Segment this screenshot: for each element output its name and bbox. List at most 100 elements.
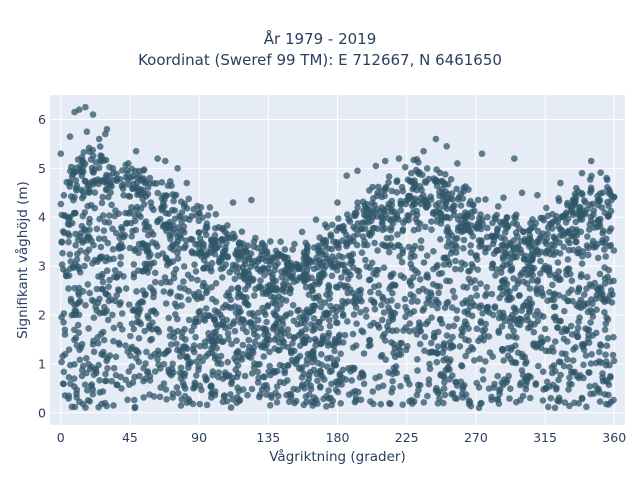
data-point xyxy=(131,167,139,175)
data-point xyxy=(395,351,403,358)
data-point xyxy=(71,361,78,368)
data-point xyxy=(326,295,333,302)
data-point xyxy=(181,229,188,236)
data-point xyxy=(452,257,459,265)
data-point xyxy=(566,363,573,371)
data-point xyxy=(453,185,460,193)
data-point xyxy=(311,325,318,333)
data-point xyxy=(556,250,564,257)
data-point xyxy=(592,359,600,367)
data-point xyxy=(526,227,533,234)
data-point xyxy=(223,398,231,405)
data-point xyxy=(393,177,401,184)
data-point xyxy=(368,259,376,267)
data-point xyxy=(371,239,378,247)
data-point xyxy=(578,395,586,403)
data-point xyxy=(223,292,230,300)
data-point xyxy=(209,371,216,379)
data-point xyxy=(296,314,303,321)
data-point xyxy=(281,246,289,253)
data-point xyxy=(493,396,501,403)
data-point xyxy=(139,298,147,306)
data-point xyxy=(599,370,606,377)
data-point xyxy=(354,199,361,206)
data-point xyxy=(240,316,247,324)
data-point xyxy=(434,343,442,350)
data-point xyxy=(544,297,551,305)
data-point xyxy=(447,342,455,349)
data-point xyxy=(181,200,188,207)
data-point xyxy=(467,229,475,236)
data-point xyxy=(174,238,181,245)
data-point xyxy=(108,377,115,385)
data-point xyxy=(397,272,405,279)
data-point xyxy=(610,333,617,341)
data-point xyxy=(379,293,386,301)
data-point xyxy=(549,210,556,218)
data-point xyxy=(113,381,121,389)
data-point xyxy=(583,285,590,293)
data-point xyxy=(205,334,213,342)
data-point xyxy=(315,293,322,300)
data-point xyxy=(570,246,577,254)
data-point xyxy=(532,219,540,227)
data-point xyxy=(158,203,166,211)
data-point xyxy=(82,178,89,185)
data-point xyxy=(457,202,465,209)
data-point xyxy=(88,237,95,245)
data-point xyxy=(587,213,595,221)
data-point xyxy=(367,322,374,329)
data-point xyxy=(387,271,395,279)
data-point xyxy=(297,330,305,337)
data-point xyxy=(519,303,527,310)
data-point xyxy=(182,353,190,360)
data-point xyxy=(319,335,327,343)
data-point xyxy=(177,293,184,301)
data-point xyxy=(580,361,587,369)
data-point xyxy=(528,256,536,264)
data-point xyxy=(591,382,599,390)
data-point xyxy=(421,347,428,355)
data-point xyxy=(211,232,219,239)
data-point xyxy=(149,287,157,294)
data-point xyxy=(220,393,228,400)
data-point xyxy=(430,248,437,255)
data-point xyxy=(433,350,441,357)
data-point xyxy=(497,234,505,241)
data-point xyxy=(424,392,431,400)
data-point xyxy=(438,269,446,277)
data-point xyxy=(150,307,158,315)
data-point xyxy=(324,342,332,349)
data-point xyxy=(175,224,183,231)
data-point xyxy=(566,402,573,410)
data-point xyxy=(358,369,366,377)
data-point xyxy=(601,275,609,283)
data-point xyxy=(177,402,185,409)
data-point xyxy=(181,392,189,400)
data-point xyxy=(308,258,315,266)
data-point xyxy=(428,339,435,347)
data-points xyxy=(57,103,618,412)
data-point xyxy=(132,206,139,214)
data-point xyxy=(603,342,611,350)
data-point xyxy=(451,293,458,301)
data-point xyxy=(163,278,170,286)
data-point xyxy=(524,317,532,324)
data-point xyxy=(245,353,252,360)
data-point xyxy=(456,343,464,350)
data-point xyxy=(387,400,394,408)
data-point xyxy=(58,358,65,366)
data-point xyxy=(581,300,588,308)
data-point xyxy=(211,391,219,399)
data-point xyxy=(360,380,368,388)
data-point xyxy=(282,297,290,304)
data-point xyxy=(444,365,451,373)
data-point xyxy=(469,312,476,320)
data-point xyxy=(261,331,268,339)
data-point xyxy=(61,331,69,338)
data-point xyxy=(586,221,593,228)
data-point xyxy=(326,322,334,330)
data-point xyxy=(402,303,409,311)
data-point xyxy=(482,320,490,328)
data-point xyxy=(164,182,172,189)
